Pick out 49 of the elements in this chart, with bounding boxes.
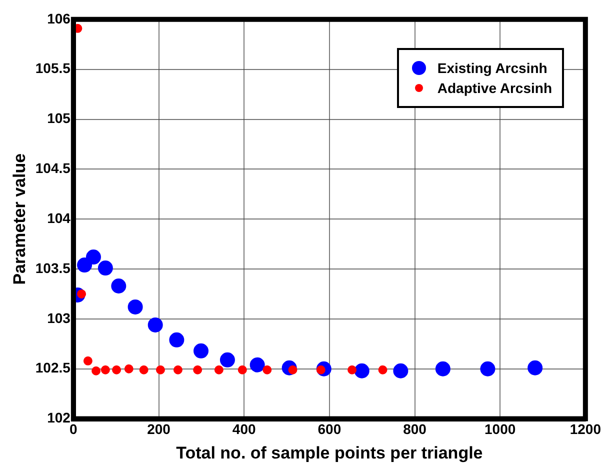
x-tick-label: 400 — [232, 421, 256, 438]
point — [393, 363, 408, 378]
point — [348, 365, 357, 374]
point — [100, 365, 110, 374]
point — [194, 343, 209, 358]
point — [480, 361, 496, 376]
point — [262, 365, 272, 374]
y-tick-label: 106 — [47, 10, 71, 26]
point — [193, 365, 202, 374]
point — [220, 352, 235, 368]
point — [111, 278, 126, 294]
y-tick-label: 105.5 — [35, 60, 71, 76]
y-axis-title: Parameter value — [10, 153, 29, 285]
point — [139, 365, 148, 374]
point — [92, 366, 101, 376]
x-tick-label: 200 — [147, 421, 171, 438]
y-tick-label: 104.5 — [35, 160, 71, 176]
point — [169, 332, 184, 348]
point — [86, 250, 101, 265]
y-tick-label: 105 — [47, 110, 71, 126]
legend-label: Adaptive Arcsinh — [437, 80, 552, 96]
point — [128, 299, 143, 314]
point — [173, 365, 182, 374]
point — [148, 317, 163, 332]
point — [528, 360, 543, 376]
y-tick-label: 102.5 — [35, 360, 71, 376]
point — [156, 365, 165, 374]
x-tick-label: 600 — [318, 421, 342, 438]
point — [238, 365, 247, 374]
x-tick-label: 1000 — [484, 421, 516, 438]
x-axis-title: Total no. of sample points per triangle — [176, 443, 483, 462]
y-tick-label: 103.5 — [35, 260, 71, 276]
x-tick-label: 1200 — [570, 421, 602, 438]
point — [98, 260, 113, 276]
point — [435, 361, 450, 376]
point — [214, 365, 224, 374]
point — [354, 363, 370, 378]
y-tick-label: 102 — [47, 410, 71, 426]
x-tick-label: 0 — [70, 421, 78, 438]
point — [112, 365, 122, 374]
point — [378, 365, 388, 374]
y-tick-label: 104 — [47, 210, 71, 226]
y-tick-label: 103 — [47, 310, 71, 326]
point — [77, 258, 92, 273]
legend-label: Existing Arcsinh — [437, 60, 548, 76]
x-tick-label: 800 — [403, 421, 427, 438]
point — [124, 364, 134, 374]
point — [250, 357, 265, 372]
point — [83, 356, 92, 366]
